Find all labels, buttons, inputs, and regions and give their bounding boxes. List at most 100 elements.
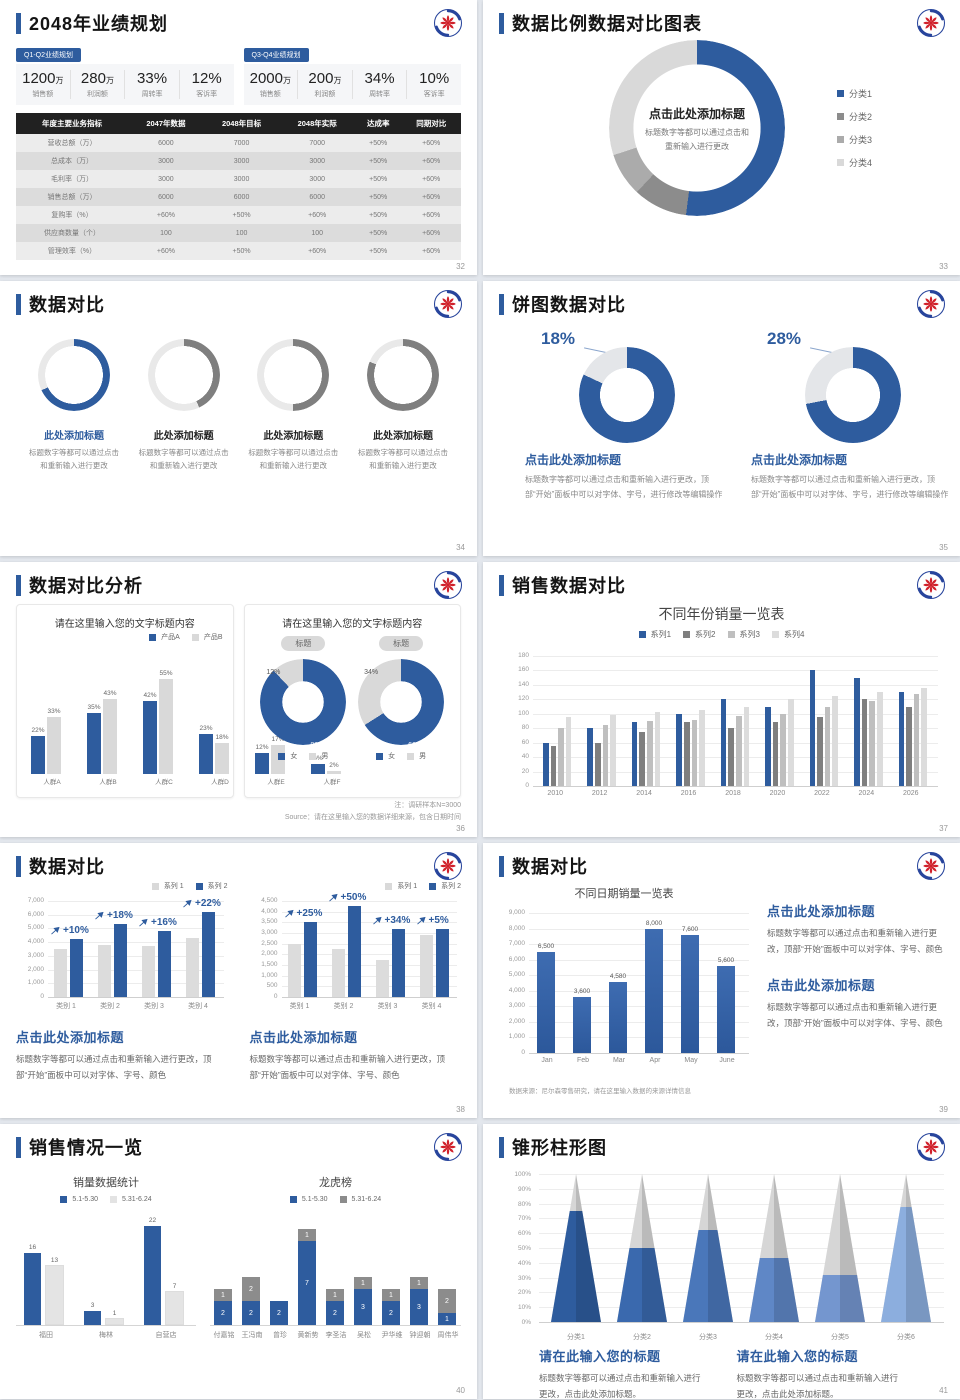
bar: 22: [144, 1217, 161, 1325]
performance-table: 年度主要业务指标 2047年数据 2048年目标 2048年实际 达成率 同期对比 营收总额…: [16, 113, 461, 260]
bar-value-label: 43%: [103, 690, 117, 697]
bar-card: 请在这里输入您的文字标题内容 产品A 产品B 22% 33% 人群A 35% 43% 人群B…: [16, 604, 341, 798]
pie-row: 18% 点击此处添加标题 标题数字等都可以通过点击和重新输入进行更改，顶部“开始”面…: [499, 323, 948, 502]
stat-cell: 12% 客诉率: [178, 70, 234, 99]
slide-41[interactable]: 锥形柱形图 100% 90% 80% 70% 60% 50% 40% 30% 20% 10% 0% 分…: [483, 1124, 960, 1399]
slide-37[interactable]: 销售数据对比 不同年份销量一览表 系列1 系列2 系列3 系列4 0 20 40 60 80 1…: [483, 562, 960, 837]
y-axis-label: 4,000: [261, 907, 278, 915]
mini-donut-legend: 女男: [358, 751, 444, 761]
stack-segment-blue: 2: [382, 1301, 400, 1325]
slide-36[interactable]: 数据对比分析 请在这里输入您的文字标题内容 产品A 产品B 22% 33% 人群A 35…: [0, 562, 477, 837]
y-axis-label: 160: [518, 666, 529, 674]
chart-title: 不同年份销量一览表: [658, 606, 785, 622]
legend-item: 女: [376, 751, 395, 761]
gridline: [529, 1037, 749, 1039]
stack-segment-blue: 1: [438, 1313, 456, 1325]
cone-fill-clip: [881, 1206, 931, 1322]
stack-segment-gray: 1: [410, 1277, 428, 1289]
swirl-logo-icon: [433, 289, 463, 319]
table-header-cell: 2048年实际: [279, 113, 356, 134]
bar: 55%: [159, 670, 173, 774]
stat-label: 客诉率: [423, 91, 445, 98]
slide-38[interactable]: 数据对比 系列 1 系列 2 0 1,000 2,000 3,000 4,000 5,000 6…: [0, 843, 477, 1118]
gauge-ring: 68%: [38, 339, 110, 411]
slide-34[interactable]: 数据对比 68% 此处添加标题 标题数字等都可以通过点击和重新输入进行更改 43% 此处…: [0, 281, 477, 556]
legend-label: 男: [419, 753, 427, 760]
chart-legend: 系列 1 系列 2: [16, 881, 228, 891]
x-category-label: 2016: [680, 790, 697, 797]
bar-group: 35% 43%: [87, 690, 129, 774]
table-cell: 6000: [279, 188, 356, 206]
note-source: Source：请在这里输入您的数据详细来源，包含日期时间: [284, 814, 461, 822]
bar: [817, 717, 823, 786]
table-cell: +50%: [355, 188, 402, 206]
block-desc: 标题数字等都可以通过点击和重新输入进行更改，点击此处添加标题。: [736, 1373, 899, 1399]
bar-series2: [114, 924, 127, 997]
bar-group: 12% 17%: [255, 736, 297, 774]
bar-value-label: 1: [112, 1310, 117, 1317]
bar: [647, 721, 653, 786]
table-header-cell: 达成率: [355, 113, 402, 134]
slide-35[interactable]: 饼图数据对比 18% 点击此处添加标题 标题数字等都可以通过点击和重新输入进行更改，…: [483, 281, 960, 556]
legend-label: 系列2: [695, 630, 716, 639]
x-category-label: 2022: [814, 790, 830, 797]
bar: [832, 696, 839, 786]
bar-chart: 0 1,000 2,000 3,000 4,000 5,000 6,000 7,000 8,00…: [509, 909, 749, 1071]
stat-cell: 33% 周转率: [124, 70, 179, 99]
table-cell: 6000: [128, 188, 204, 206]
table-header-cell: 2048年目标: [203, 113, 280, 134]
legend-swatch: [149, 633, 157, 641]
bar: [898, 692, 905, 786]
table-cell: +50%: [355, 134, 402, 152]
table-row: 复购率（%） +60% +50% +60% +50% +60%: [16, 206, 461, 224]
donut-ring: [358, 659, 445, 745]
title-accent-bar: [499, 12, 504, 34]
gridline: [533, 684, 938, 686]
legend-label: 分类1: [849, 89, 873, 99]
brand-logo: [433, 289, 463, 324]
text-block: 点击此处添加标题 标题数字等都可以通过点击和重新输入进行更改，顶部“开始”面板中可…: [16, 1027, 228, 1083]
slide-39[interactable]: 数据对比 不同日期销量一览表 0 1,000 2,000 3,000 4,000 5,00…: [483, 843, 960, 1118]
slide-32[interactable]: 2048年业绩规划 Q1-Q2业绩规划 1200万 销售额 280万 利润额 33% 周转率…: [0, 0, 477, 275]
legend-swatch: [151, 882, 159, 890]
block-desc: 标题数字等都可以通过点击和重新输入进行更改，顶部“开始”面板中可以对字体、字号、…: [16, 1054, 212, 1081]
chart-legend: 5.1-5.30 5.31-6.24: [16, 1196, 196, 1203]
gridline: [539, 1322, 944, 1323]
x-category-label: 人群D: [211, 779, 229, 786]
gauge-title: 此处添加标题: [372, 431, 433, 442]
y-axis-label: 2,500: [261, 939, 278, 947]
bar-group: [898, 688, 927, 786]
bar-series2: [303, 922, 317, 997]
bar-value-label: 5,600: [717, 957, 735, 964]
table-row: 毛利率（万） 3000 3000 3000 +50% +60%: [16, 170, 461, 188]
gauge-value: 43%: [171, 366, 196, 384]
bar: [587, 728, 594, 786]
title-accent-bar: [16, 293, 21, 315]
baseline: [16, 1325, 196, 1326]
slide-33[interactable]: 数据比例数据对比图表 点击此处添加标题 标题数字等都可以通过点击和 重新输入进行…: [483, 0, 960, 275]
gauge-desc: 标题数字等都可以通过点击和重新输入进行更改: [29, 448, 119, 470]
slide-40[interactable]: 销售情况一览 销量数据统计 5.1-5.30 5.31-6.24 16 13 福田 3 1…: [0, 1124, 477, 1399]
table-cell: 3000: [203, 152, 280, 170]
bar: 16: [24, 1244, 41, 1325]
bar-group: [676, 710, 705, 786]
legend-swatch: [837, 159, 844, 166]
table-cell: +60%: [128, 242, 204, 260]
bar: [720, 699, 727, 786]
x-category-label: 2014: [636, 790, 652, 797]
bar: [765, 707, 771, 786]
table-header-cell: 年度主要业务指标: [16, 113, 129, 134]
stat-label: 周转率: [369, 91, 391, 98]
table-cell: +50%: [355, 224, 402, 242]
card-title: 请在这里输入您的文字标题内容: [282, 619, 423, 630]
bar-group: [98, 924, 130, 997]
slide-title: 数据对比: [29, 295, 105, 315]
block-desc: 标题数字等都可以通过点击和重新输入进行更改，顶部“开始”面板中可以对字体、字号、…: [767, 1002, 943, 1029]
bar: [654, 712, 661, 786]
legend-swatch: [289, 1196, 297, 1203]
y-axis-label: 50%: [517, 1245, 531, 1252]
title-accent-bar: [499, 855, 504, 877]
